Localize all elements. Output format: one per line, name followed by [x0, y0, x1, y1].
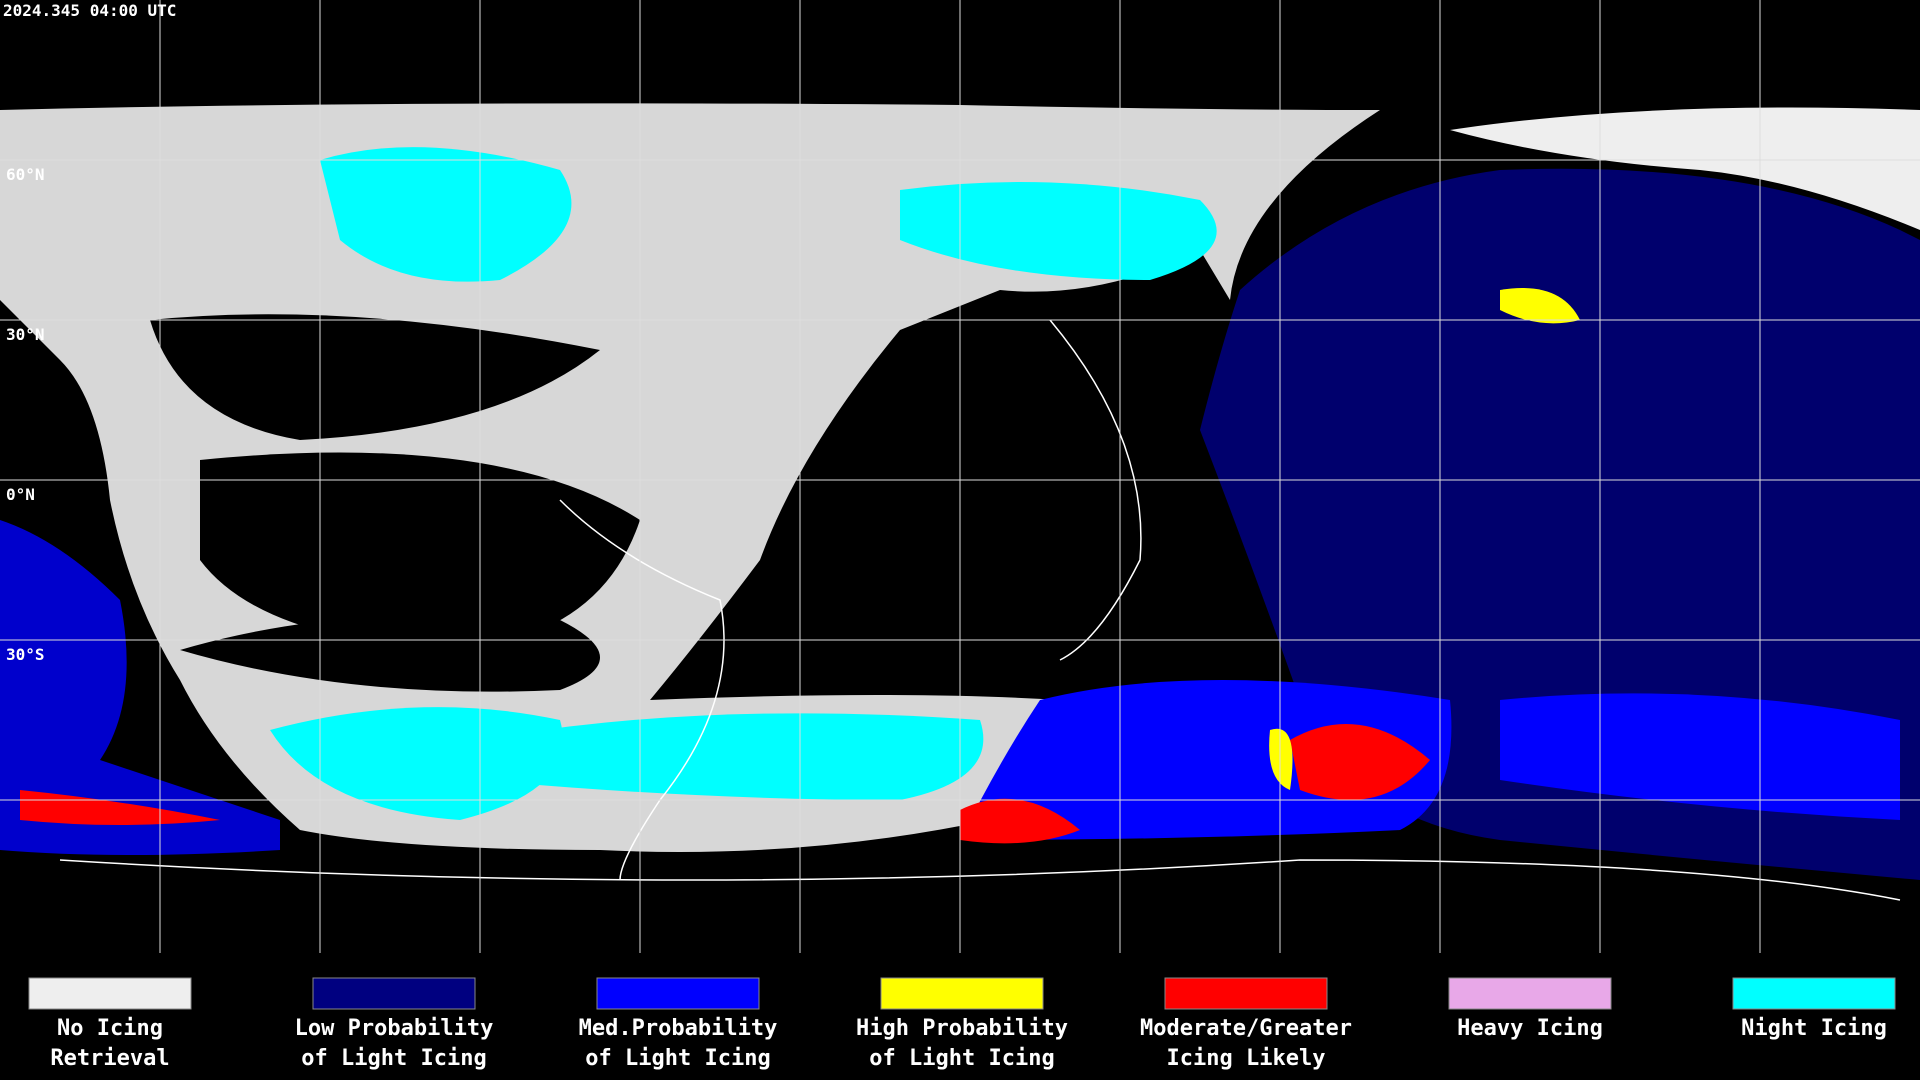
clear-area — [150, 314, 600, 440]
legend-label: Icing Likely — [1167, 1046, 1326, 1071]
legend-label: Night Icing — [1741, 1016, 1887, 1041]
med-probability-region — [0, 520, 280, 855]
legend-swatch — [1732, 977, 1896, 1010]
timestamp: 2024.345 04:00 UTC — [3, 1, 176, 20]
legend-label: of Light Icing — [869, 1046, 1054, 1071]
legend-swatch — [596, 977, 760, 1010]
moderate-icing-region — [20, 790, 220, 825]
legend: No Icing Retrieval Low Probability of Light… — [28, 977, 1896, 1071]
map — [0, 0, 1920, 953]
legend-label: Retrieval — [50, 1046, 169, 1071]
latitude-label: 60°N — [6, 165, 45, 184]
legend-swatch — [1164, 977, 1328, 1010]
legend-swatch — [1448, 977, 1612, 1010]
legend-label: No Icing — [57, 1016, 163, 1041]
night-icing-region — [900, 182, 1217, 280]
night-icing-region — [320, 147, 572, 282]
legend-label: Moderate/Greater — [1140, 1016, 1352, 1041]
night-icing-region — [270, 707, 563, 820]
high-probability-region — [1500, 288, 1580, 324]
graticule — [0, 0, 1920, 953]
clear-area — [200, 452, 640, 650]
moderate-icing-region — [1290, 724, 1430, 800]
clear-area — [850, 400, 1150, 600]
moderate-icing-region — [960, 798, 1080, 844]
legend-label: Low Probability — [295, 1016, 494, 1041]
clear-area — [180, 614, 600, 692]
legend-label: of Light Icing — [301, 1046, 486, 1071]
latitude-labels: 60°N 30°N 0°N 30°S — [6, 165, 45, 664]
legend-label: High Probability — [856, 1016, 1068, 1041]
latitude-label: 0°N — [6, 485, 35, 504]
latitude-label: 30°N — [6, 325, 45, 344]
night-icing-region — [480, 713, 984, 800]
latitude-label: 30°S — [6, 645, 45, 664]
coastline — [59, 319, 1901, 901]
legend-label: Heavy Icing — [1457, 1016, 1603, 1041]
legend-swatch — [880, 977, 1044, 1010]
legend-swatch — [312, 977, 476, 1010]
legend-swatch — [28, 977, 192, 1010]
legend-label: Med.Probability — [579, 1016, 778, 1041]
no-icing-region — [1450, 107, 1920, 230]
legend-label: of Light Icing — [585, 1046, 770, 1071]
high-probability-region — [1269, 728, 1293, 790]
